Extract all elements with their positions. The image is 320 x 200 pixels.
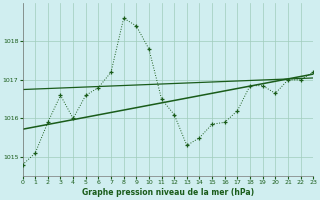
X-axis label: Graphe pression niveau de la mer (hPa): Graphe pression niveau de la mer (hPa) (82, 188, 254, 197)
